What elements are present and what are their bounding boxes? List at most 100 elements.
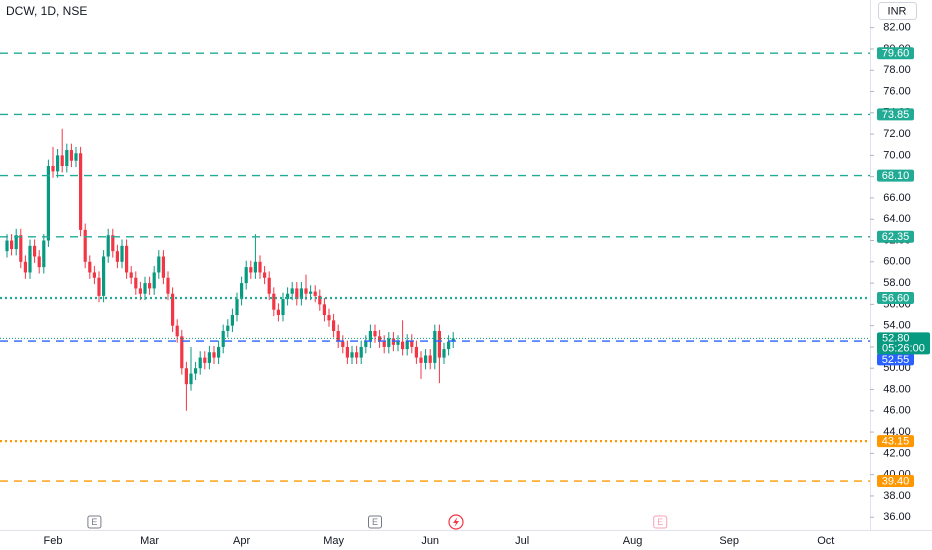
candle-body xyxy=(240,283,244,300)
candle-body xyxy=(51,166,55,172)
level-label-box xyxy=(877,47,914,60)
candle-body xyxy=(203,357,207,363)
level-label: 62.35 xyxy=(882,231,910,243)
event-label: E xyxy=(372,517,378,527)
candle-body xyxy=(134,277,138,289)
candle-body xyxy=(217,346,221,358)
x-tick-label: Sep xyxy=(719,535,739,547)
candle-body xyxy=(419,357,423,363)
candle-body xyxy=(447,341,451,350)
event-label: E xyxy=(91,517,97,527)
candle-body xyxy=(46,166,50,241)
candle-body xyxy=(286,293,290,300)
candle-body xyxy=(355,352,359,358)
candle-body xyxy=(318,295,322,305)
level-label: 68.10 xyxy=(882,170,910,182)
y-tick-label: 42.00 xyxy=(883,447,911,459)
y-tick-label: 70.00 xyxy=(883,149,911,161)
y-tick-label: 38.00 xyxy=(883,490,911,502)
candle-body xyxy=(382,341,386,347)
candle-body xyxy=(364,341,368,347)
candle-body xyxy=(442,349,446,358)
event-label: E xyxy=(657,517,663,527)
y-tick-label: 58.00 xyxy=(883,277,911,289)
currency-box[interactable] xyxy=(878,2,917,20)
candle-body xyxy=(281,299,285,316)
candle-body xyxy=(414,346,418,358)
candle-body xyxy=(125,245,129,273)
y-tick-label: 76.00 xyxy=(883,85,911,97)
candle-body xyxy=(194,368,198,374)
candle-body xyxy=(401,341,405,350)
candle-body xyxy=(92,272,96,278)
level-label-box xyxy=(877,435,914,448)
candle-body xyxy=(157,256,161,273)
candle-body xyxy=(313,291,317,296)
level-label: 73.85 xyxy=(882,109,910,121)
level-label-box xyxy=(877,353,914,366)
candle-body xyxy=(244,267,248,284)
candle-body xyxy=(433,330,437,363)
candle-body xyxy=(56,155,60,172)
y-tick-label: 54.00 xyxy=(883,320,911,332)
candle-body xyxy=(304,288,308,294)
candle-body xyxy=(405,340,409,350)
level-label: 39.40 xyxy=(882,475,910,487)
candle-body xyxy=(267,277,271,294)
level-label: 52.55 xyxy=(882,354,910,366)
currency[interactable]: INR xyxy=(888,5,907,17)
candle-body xyxy=(74,153,78,161)
candle-body xyxy=(336,330,340,342)
level-label: 79.60 xyxy=(882,48,910,60)
candle-body xyxy=(230,315,234,326)
candle-body xyxy=(207,352,211,363)
candle-body xyxy=(19,235,23,262)
candle-body xyxy=(33,245,37,257)
candle-body xyxy=(138,288,142,294)
candle-body xyxy=(65,150,69,167)
candle-body xyxy=(309,291,313,294)
y-tick-label: 60.00 xyxy=(883,256,911,268)
level-label: 56.60 xyxy=(882,292,910,304)
candle-body xyxy=(14,235,18,250)
candle-body xyxy=(189,373,193,385)
candle-body xyxy=(129,272,133,278)
countdown: 05:26:00 xyxy=(882,342,925,354)
y-tick-label: 64.00 xyxy=(883,213,911,225)
candle-body xyxy=(322,304,326,316)
chart-title: DCW, 1D, NSE xyxy=(6,4,87,18)
candle-body xyxy=(410,340,414,347)
level-label-box xyxy=(877,291,914,304)
candle-body xyxy=(272,293,276,310)
candle-body xyxy=(198,357,202,369)
candle-body xyxy=(102,256,106,296)
candle-body xyxy=(235,299,239,316)
candle-body xyxy=(373,330,377,337)
candle-body xyxy=(290,288,294,294)
candle-body xyxy=(115,251,119,262)
candle-body xyxy=(111,235,115,252)
candle-body xyxy=(378,336,382,342)
level-label-box xyxy=(877,108,914,121)
candle-body xyxy=(350,352,354,358)
event-box[interactable] xyxy=(368,515,382,529)
candle-body xyxy=(212,352,216,358)
candle-body xyxy=(249,267,253,273)
level-label: 43.15 xyxy=(882,436,910,448)
y-tick-label: 46.00 xyxy=(883,405,911,417)
x-tick-label: Aug xyxy=(623,535,643,547)
candle-body xyxy=(148,283,152,289)
candle-body xyxy=(345,346,349,358)
event-box[interactable] xyxy=(87,515,102,529)
dividend-icon[interactable] xyxy=(448,514,464,530)
candle-body xyxy=(166,277,170,294)
y-tick-label: 82.00 xyxy=(883,22,911,34)
candle-body xyxy=(37,256,41,268)
event-box[interactable] xyxy=(653,515,668,529)
y-tick-label: 44.00 xyxy=(883,426,911,438)
candle-body xyxy=(253,261,257,273)
candle-body xyxy=(327,315,331,321)
candle-body xyxy=(263,272,267,278)
candle-body xyxy=(143,283,147,294)
